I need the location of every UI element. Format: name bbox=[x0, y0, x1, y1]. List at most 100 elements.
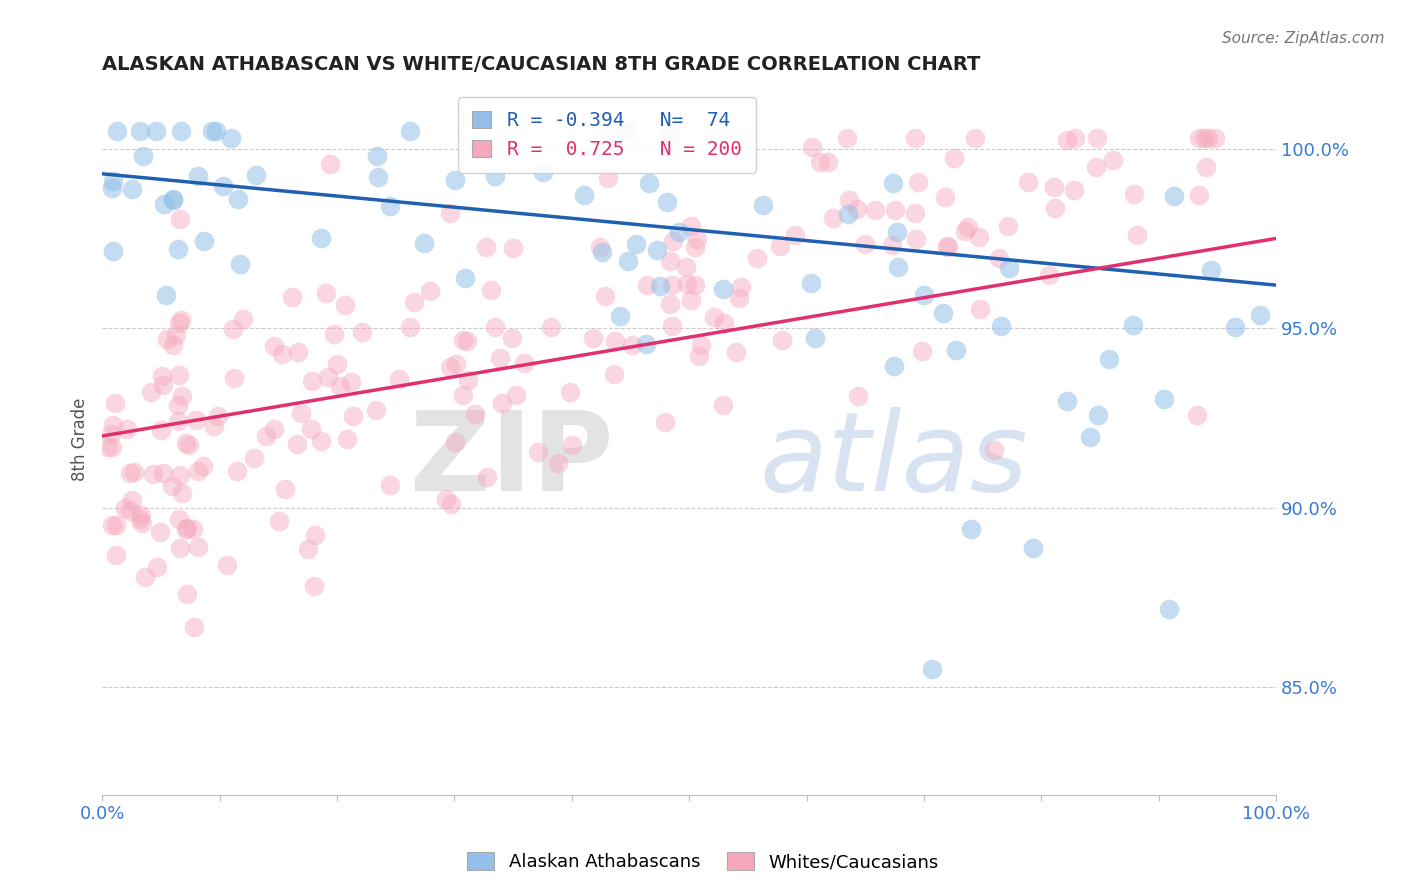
Point bbox=[1157, 602, 1180, 616]
Point bbox=[591, 244, 613, 259]
Point bbox=[837, 207, 859, 221]
Point bbox=[402, 294, 425, 309]
Point bbox=[129, 508, 152, 523]
Point bbox=[1017, 176, 1039, 190]
Point bbox=[661, 318, 683, 333]
Point bbox=[711, 398, 734, 412]
Point bbox=[880, 238, 903, 252]
Point bbox=[129, 124, 152, 138]
Point bbox=[454, 270, 477, 285]
Point bbox=[589, 240, 612, 254]
Point bbox=[440, 497, 463, 511]
Point bbox=[101, 517, 124, 532]
Point bbox=[505, 388, 527, 402]
Point bbox=[475, 470, 498, 484]
Point bbox=[1021, 541, 1043, 556]
Point bbox=[863, 203, 886, 218]
Point bbox=[146, 560, 169, 574]
Point bbox=[783, 227, 806, 242]
Point bbox=[100, 427, 122, 442]
Point bbox=[882, 177, 904, 191]
Point bbox=[413, 235, 436, 250]
Point bbox=[804, 331, 827, 345]
Point bbox=[596, 170, 619, 185]
Point bbox=[936, 239, 959, 253]
Point bbox=[634, 336, 657, 351]
Point bbox=[489, 351, 512, 365]
Point bbox=[309, 434, 332, 449]
Point bbox=[648, 279, 671, 293]
Point bbox=[655, 195, 678, 210]
Point bbox=[254, 429, 277, 443]
Point bbox=[659, 128, 682, 143]
Point bbox=[340, 375, 363, 389]
Point bbox=[855, 237, 877, 252]
Point bbox=[456, 334, 478, 349]
Point bbox=[315, 286, 337, 301]
Point bbox=[100, 440, 122, 454]
Point bbox=[1097, 352, 1119, 367]
Point bbox=[752, 198, 775, 212]
Point bbox=[443, 173, 465, 187]
Point bbox=[479, 284, 502, 298]
Point bbox=[659, 254, 682, 268]
Point bbox=[561, 438, 583, 452]
Point bbox=[121, 492, 143, 507]
Point bbox=[162, 337, 184, 351]
Point bbox=[232, 311, 254, 326]
Point bbox=[149, 525, 172, 540]
Point bbox=[193, 234, 215, 248]
Point bbox=[225, 464, 247, 478]
Point bbox=[169, 541, 191, 555]
Point bbox=[105, 548, 128, 562]
Point bbox=[134, 569, 156, 583]
Point bbox=[1056, 393, 1078, 408]
Point bbox=[263, 339, 285, 353]
Point bbox=[904, 232, 927, 246]
Point bbox=[207, 409, 229, 423]
Point bbox=[245, 168, 267, 182]
Y-axis label: 8th Grade: 8th Grade bbox=[72, 398, 89, 481]
Point bbox=[675, 260, 697, 275]
Point bbox=[907, 175, 929, 189]
Point bbox=[942, 151, 965, 165]
Point bbox=[101, 174, 124, 188]
Point bbox=[222, 322, 245, 336]
Point bbox=[711, 282, 734, 296]
Point bbox=[162, 479, 184, 493]
Point bbox=[364, 402, 387, 417]
Point bbox=[290, 405, 312, 419]
Point bbox=[274, 482, 297, 496]
Point bbox=[1123, 187, 1146, 202]
Point bbox=[367, 169, 389, 184]
Point bbox=[558, 384, 581, 399]
Point bbox=[540, 319, 562, 334]
Point bbox=[769, 238, 792, 252]
Point bbox=[319, 157, 342, 171]
Point bbox=[955, 224, 977, 238]
Point bbox=[224, 371, 246, 385]
Point bbox=[1125, 227, 1147, 242]
Point bbox=[936, 240, 959, 254]
Point bbox=[886, 225, 908, 239]
Text: atlas: atlas bbox=[759, 408, 1028, 515]
Point bbox=[945, 343, 967, 357]
Point bbox=[911, 343, 934, 358]
Point bbox=[1102, 153, 1125, 167]
Point bbox=[352, 325, 374, 339]
Point bbox=[990, 318, 1012, 333]
Point bbox=[166, 414, 188, 428]
Point bbox=[464, 408, 486, 422]
Point bbox=[316, 369, 339, 384]
Point bbox=[513, 356, 536, 370]
Point bbox=[322, 326, 344, 341]
Point bbox=[434, 492, 457, 507]
Point bbox=[191, 459, 214, 474]
Point bbox=[155, 287, 177, 301]
Point bbox=[378, 478, 401, 492]
Point bbox=[904, 206, 927, 220]
Point bbox=[446, 357, 468, 371]
Point bbox=[184, 413, 207, 427]
Point bbox=[658, 297, 681, 311]
Point bbox=[201, 124, 224, 138]
